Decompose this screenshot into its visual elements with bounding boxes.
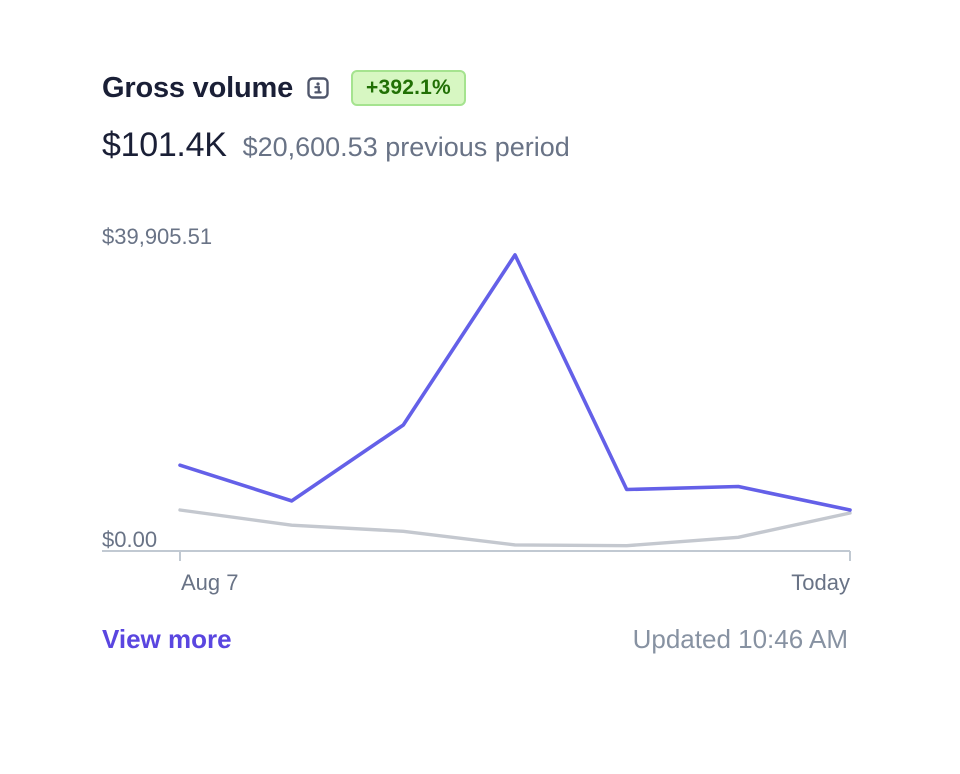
current-total: $101.4K [102, 126, 227, 164]
change-badge: +392.1% [351, 70, 466, 106]
y-tick-label-min: $0.00 [102, 527, 157, 552]
line-chart: $39,905.51 $0.00 Aug 7 Today [102, 224, 852, 595]
previous-period-total: $20,600.53 previous period [242, 132, 570, 162]
value-row: $101.4K $20,600.53 previous period [102, 126, 570, 172]
card-title: Gross volume [102, 71, 293, 104]
y-tick-label-max: $39,905.51 [102, 224, 212, 249]
x-tick-label-start: Aug 7 [181, 570, 239, 595]
series-line-previous [178, 508, 852, 548]
updated-timestamp: Updated 10:46 AM [632, 624, 848, 654]
x-tick-label-end: Today [791, 570, 850, 595]
card-header: Gross volume +392.1% [102, 66, 466, 110]
series-line-current [178, 253, 852, 512]
info-icon[interactable] [307, 77, 329, 99]
view-more-link[interactable]: View more [102, 624, 232, 654]
